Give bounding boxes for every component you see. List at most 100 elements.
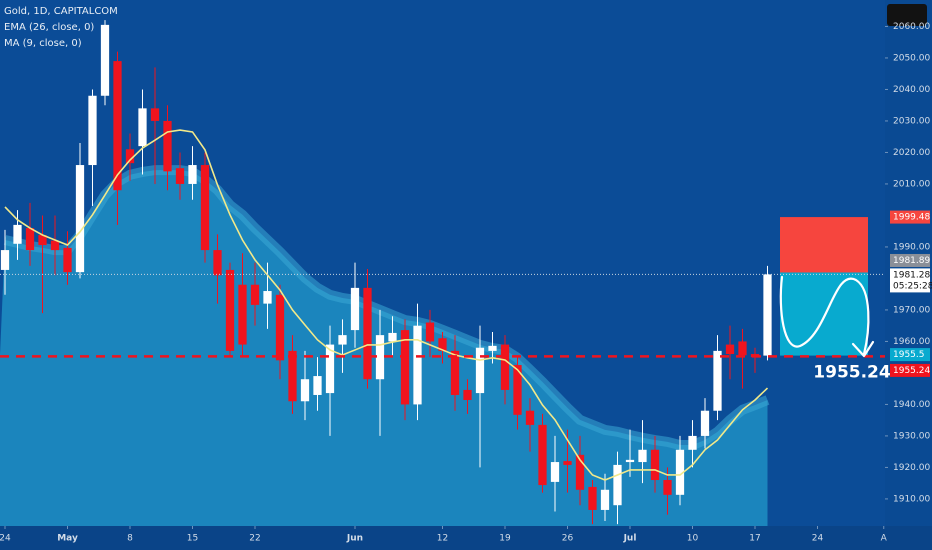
y-tick-label: 1970.00 — [893, 305, 930, 315]
candle-body — [625, 459, 635, 463]
y-tick-label: 2010.00 — [893, 179, 930, 189]
x-tick-label: May — [57, 534, 78, 544]
chart-title: Gold, 1D, CAPITALCOM — [4, 6, 118, 17]
candle-body — [663, 480, 672, 495]
candle-body — [375, 335, 385, 380]
candle-body — [538, 424, 547, 486]
candle-body — [275, 294, 285, 361]
candle-body — [500, 344, 510, 390]
candle-body — [363, 287, 372, 380]
x-tick-label: 19 — [499, 534, 511, 544]
candle-body — [600, 489, 610, 510]
y-tick-label: 2030.00 — [893, 116, 930, 126]
entry-label: 1981.89 — [893, 256, 930, 266]
candle-body — [438, 338, 447, 351]
x-tick-label: 22 — [249, 534, 260, 544]
x-tick-label: 12 — [437, 534, 448, 544]
ma-line — [4, 129, 769, 481]
candle-body — [188, 165, 197, 184]
candle-body — [400, 330, 410, 405]
y-tick-label: 1930.00 — [893, 431, 930, 441]
candle-body — [238, 284, 247, 345]
countdown-label: 05:25:28 — [893, 281, 932, 291]
candle-body — [138, 108, 147, 147]
candle-body — [150, 108, 160, 121]
candle-body — [250, 284, 260, 305]
candle-body — [513, 365, 522, 415]
candle-body — [75, 165, 85, 273]
candle-body — [413, 325, 422, 405]
legend-entry: EMA (26, close, 0) — [4, 22, 94, 33]
candle-body — [463, 389, 472, 401]
y-tick-label: 2020.00 — [893, 148, 930, 158]
corner-box — [887, 4, 927, 26]
y-tick-label: 2040.00 — [893, 85, 930, 95]
y-tick-label: 1940.00 — [893, 400, 930, 410]
candle-body — [738, 341, 747, 356]
y-tick-label: 1960.00 — [893, 337, 930, 347]
legend-entry: MA (9, close, 0) — [4, 38, 82, 49]
candle-body — [613, 464, 622, 506]
candle-body — [700, 410, 710, 436]
candle-body — [163, 120, 172, 172]
candle-body — [675, 449, 685, 495]
marker-label-box — [890, 363, 930, 377]
y-tick-label: 1990.00 — [893, 242, 930, 252]
candle-body — [263, 291, 272, 304]
y-tick-label: 2050.00 — [893, 53, 930, 63]
x-tick-label: A — [881, 534, 888, 544]
candle-body — [638, 449, 647, 463]
candle-body — [650, 449, 660, 481]
plot-area — [0, 20, 885, 526]
candle-body — [475, 347, 485, 394]
candle-body — [588, 486, 597, 510]
candle-body — [125, 149, 135, 164]
candle-body — [313, 376, 322, 395]
candle-body — [450, 350, 460, 395]
x-tick-label: 24 — [812, 534, 824, 544]
candle-body — [50, 240, 60, 251]
candle-body — [25, 228, 35, 251]
candle-body — [575, 454, 585, 490]
drawn-curve — [779, 275, 870, 356]
candle-body — [13, 224, 22, 244]
x-tick-label: 26 — [562, 534, 574, 544]
candle-body — [175, 168, 185, 184]
entry-label-box — [890, 253, 930, 267]
candle-body — [688, 435, 697, 450]
stop-zone — [780, 217, 868, 273]
candle-body — [200, 165, 210, 251]
candle-body — [113, 61, 122, 191]
x-axis-strip — [0, 526, 932, 550]
candle-body — [288, 350, 297, 402]
candle-body — [525, 410, 535, 425]
stop-label: 1999.48 — [893, 213, 930, 223]
target-label: 1955.5 — [893, 350, 925, 360]
marker-label: 1955.24 — [893, 366, 930, 376]
candle-body — [63, 247, 72, 273]
y-tick-label: 1920.00 — [893, 463, 930, 473]
current-price-label: 1981.28 — [893, 270, 930, 280]
candle-body — [713, 350, 722, 411]
drawn-arrowhead — [851, 340, 875, 358]
candle-body — [350, 287, 360, 331]
candle-body — [213, 250, 222, 276]
candle-body — [38, 234, 47, 246]
candle-body — [300, 379, 310, 402]
y-tick-label: 2060.00 — [893, 22, 930, 32]
candle-body — [100, 24, 110, 96]
candle-body — [488, 345, 497, 351]
candle-body — [550, 462, 560, 482]
candle-body — [225, 269, 235, 351]
target-zone — [780, 272, 868, 356]
x-tick-label: 24 — [0, 534, 11, 544]
price-annotation: 1955.24 — [813, 362, 891, 382]
target-label-box — [890, 348, 930, 362]
x-tick-label: 10 — [687, 534, 699, 544]
candle-body — [563, 461, 572, 465]
candle-body — [725, 344, 735, 355]
stop-label-box — [890, 210, 930, 224]
candle-body — [763, 274, 772, 356]
candle-body — [388, 332, 397, 342]
